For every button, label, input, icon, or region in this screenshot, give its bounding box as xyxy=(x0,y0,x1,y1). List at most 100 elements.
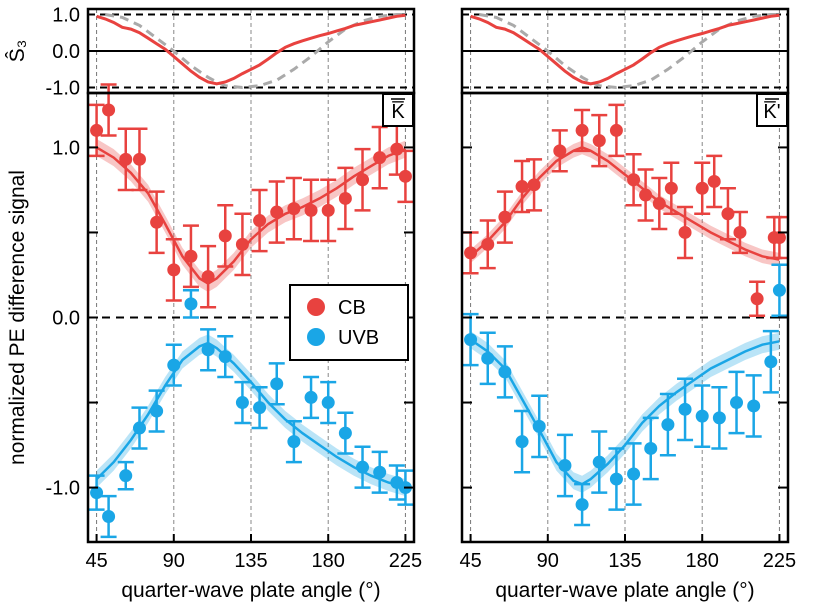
uvb-data-point xyxy=(575,498,589,512)
cb-data-point xyxy=(707,174,721,188)
uvb-data-point xyxy=(644,441,658,455)
s3-tick-label: 1.0 xyxy=(52,4,80,26)
uvb-data-point xyxy=(695,409,709,423)
uvb-data-point xyxy=(515,435,529,449)
left-panel: 45 90 135 180 225 quarter-wave plate angle (°… xyxy=(46,4,423,602)
y-tick-label: -1.0 xyxy=(46,478,80,500)
uvb-data-point xyxy=(102,509,116,523)
legend: CB UVB xyxy=(289,284,409,361)
uvb-data-point xyxy=(184,297,198,311)
s3-tick-label: 0.0 xyxy=(52,41,80,63)
uvb-data-point xyxy=(464,333,478,347)
x-axis-title: quarter-wave plate angle (°) xyxy=(121,579,380,602)
uvb-data-point xyxy=(132,421,146,435)
uvb-data-point xyxy=(304,390,318,404)
cb-data-point xyxy=(481,237,495,251)
uvb-data-point xyxy=(712,411,726,425)
uvb-data-point xyxy=(356,460,370,474)
y-tick-label: 1.0 xyxy=(52,137,80,159)
cb-data-point xyxy=(390,142,404,156)
x-tick-label: 45 xyxy=(459,550,481,572)
legend-marker-cb xyxy=(307,298,325,316)
cb-data-point xyxy=(119,152,133,166)
x-tick-label: 225 xyxy=(389,550,422,572)
cb-data-point xyxy=(772,231,786,245)
cb-data-point xyxy=(235,237,249,251)
cb-data-point xyxy=(102,103,116,117)
uvb-data-point xyxy=(730,396,744,410)
x-axis-title: quarter-wave plate angle (°) xyxy=(495,579,754,602)
x-tick-label: 180 xyxy=(686,550,719,572)
uvb-data-point xyxy=(235,396,249,410)
legend-marker-uvb xyxy=(307,328,325,346)
uvb-data-point xyxy=(287,435,301,449)
cb-data-point xyxy=(150,215,164,229)
x-tick-label: 180 xyxy=(312,550,345,572)
uvb-data-point xyxy=(481,351,495,365)
uvb-data-point xyxy=(498,365,512,379)
uvb-data-point xyxy=(609,472,623,486)
cb-data-point xyxy=(627,173,641,187)
s3-measured-curve xyxy=(470,13,780,86)
uvb-data-point xyxy=(338,426,352,440)
cb-data-point xyxy=(398,169,412,183)
uvb-data-point xyxy=(150,404,164,418)
s3-theory-curve xyxy=(104,13,406,90)
cb-fit-band xyxy=(470,140,780,267)
y-tick-label: 0.0 xyxy=(52,308,80,330)
cb-data-point xyxy=(270,205,284,219)
cb-data-point xyxy=(201,270,215,284)
cb-data-point xyxy=(575,123,589,137)
uvb-data-point xyxy=(558,458,572,472)
cb-data-point xyxy=(498,210,512,224)
cb-data-point xyxy=(750,292,764,306)
cb-data-point xyxy=(321,203,335,217)
cb-data-point xyxy=(695,181,709,195)
y-axis-title: normalized PE difference signal xyxy=(6,170,29,465)
uvb-data-point xyxy=(678,402,692,416)
uvb-data-point xyxy=(119,469,133,483)
cb-data-point xyxy=(253,214,267,228)
x-tick-label: 135 xyxy=(608,550,641,572)
x-tick-label: 135 xyxy=(234,550,267,572)
s3-axis-label: Ŝ₃ xyxy=(6,40,29,63)
s3-measured-curve xyxy=(96,13,406,86)
uvb-data-point xyxy=(661,418,675,432)
legend-label-cb: CB xyxy=(338,297,366,319)
uvb-data-point xyxy=(218,350,232,364)
cb-data-point xyxy=(338,191,352,205)
cb-data-point xyxy=(592,134,606,148)
cb-data-point xyxy=(287,202,301,216)
cb-data-point xyxy=(304,203,318,217)
cb-data-point xyxy=(609,123,623,137)
legend-box xyxy=(289,284,409,361)
uvb-fit-band xyxy=(470,331,780,493)
valley-label: K̅' xyxy=(763,100,780,123)
cb-data-point xyxy=(721,207,735,221)
uvb-data-point xyxy=(253,401,267,415)
uvb-data-point xyxy=(167,358,181,372)
cb-data-point xyxy=(184,249,198,263)
uvb-data-point xyxy=(592,455,606,469)
cb-data-point xyxy=(167,263,181,277)
uvb-data-point xyxy=(90,486,104,500)
uvb-data-point xyxy=(764,355,778,369)
cb-data-point xyxy=(664,181,678,195)
cb-data-point xyxy=(218,229,232,243)
legend-label-uvb: UVB xyxy=(338,327,379,349)
x-tick-label: 225 xyxy=(763,550,796,572)
cb-data-point xyxy=(678,225,692,239)
x-tick-label: 45 xyxy=(85,550,107,572)
valley-label: K̅ xyxy=(391,100,405,123)
uvb-data-point xyxy=(772,283,786,297)
s3-theory-curve xyxy=(478,13,780,90)
cb-fit-band xyxy=(96,138,406,292)
uvb-data-point xyxy=(201,343,215,357)
cb-data-point xyxy=(132,152,146,166)
cb-data-point xyxy=(527,178,541,192)
x-tick-label: 90 xyxy=(537,550,559,572)
cb-data-point xyxy=(639,188,653,202)
right-panel: 45 90 135 180 225 quarter-wave plate angle (°… xyxy=(459,7,796,602)
cb-data-point xyxy=(733,225,747,239)
cb-data-point xyxy=(652,197,666,211)
